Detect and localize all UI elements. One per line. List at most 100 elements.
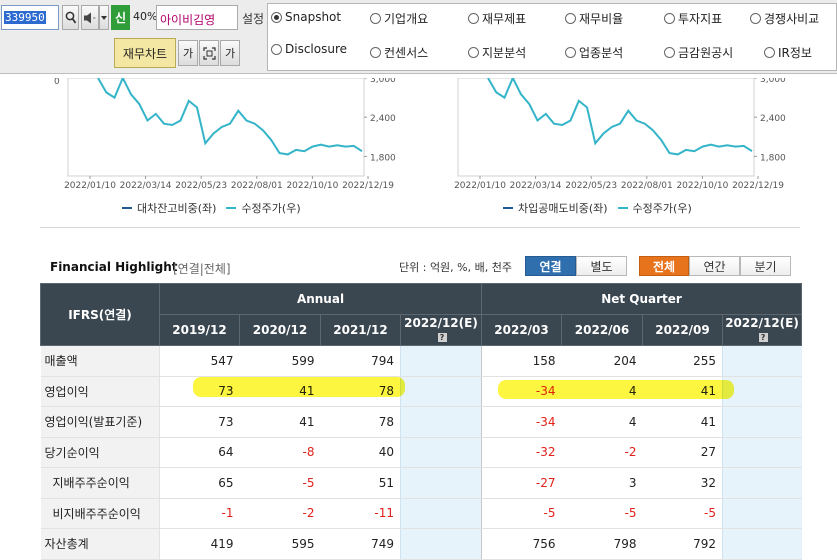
menu-item-financial-ratios[interactable]: 재무비율 [565,10,623,27]
price-series-line [97,78,363,156]
estimate-help-icon[interactable]: ? [437,333,447,342]
y-tick-label: 3,000 [760,78,786,85]
menu-item-investment-indicators[interactable]: 투자지표 [664,10,722,27]
radio-icon [664,47,675,58]
financial-highlight-table: IFRS(연결) Annual Net Quarter 2019/12 2020… [40,283,803,560]
table-row: 영업이익(발표기준) 73 41 78 -34 4 41 [40,406,802,438]
table-cell: -27 [481,467,562,499]
company-name-field[interactable]: 아이비김영 [156,5,238,30]
row-label[interactable]: 지배주주순이익 [40,467,160,499]
column-header[interactable]: 2022/12(E)? [722,314,803,346]
stock-code-input[interactable]: 339950 [1,5,59,30]
radio-icon [750,13,761,24]
search-button[interactable] [62,5,79,30]
table-cell: 158 [481,345,562,377]
radio-icon [370,13,381,24]
menu-label: 투자지표 [678,12,723,26]
column-header: 2022/03 [481,314,563,346]
table-cell: -5 [642,498,723,529]
table-cell [399,345,482,377]
x-tick-label: 2022/10/10 [286,181,338,191]
table-cell: -8 [239,437,321,468]
font-larger-button[interactable]: 가 [178,40,198,66]
table-cell: 32 [642,467,723,499]
table-cell [722,467,802,499]
menu-item-fss-disclosure[interactable]: 금감원공시 [664,44,733,61]
percent-label: 40% [133,10,158,23]
menu-label: 업종분석 [579,46,624,60]
menu-label: 재무제표 [482,12,527,26]
menu-item-ownership-analysis[interactable]: 지분분석 [468,44,526,61]
consolidated-button[interactable]: 연결 [525,256,576,276]
column-header: 2022/06 [561,314,644,346]
settings-link[interactable]: 설정 [242,12,265,26]
marker-highlight-quarter [498,380,734,399]
table-cell: 40 [320,437,401,468]
radio-icon [664,13,675,24]
section-divider [40,227,800,228]
separate-button[interactable]: 별도 [576,256,627,276]
radio-icon [370,47,381,58]
annual-header: Annual [158,283,483,315]
period-quarter-button[interactable]: 분기 [740,256,791,276]
y-tick-label: 1,800 [760,153,786,163]
table-row: 당기순이익 64 -8 40 -32 -2 27 [40,437,802,468]
menu-item-financial-statements[interactable]: 재무제표 [468,10,526,27]
menu-label: Disclosure [285,42,348,56]
sound-button[interactable] [81,5,99,30]
column-header: 2022/09 [642,314,724,346]
column-header[interactable]: 2022/12(E)? [399,314,483,346]
row-label[interactable]: 영업이익(발표기준) [40,406,160,438]
estimate-help-icon[interactable]: ? [758,333,768,342]
menu-item-consensus[interactable]: 컨센서스 [370,44,428,61]
table-cell: -5 [561,498,643,529]
period-annual-button[interactable]: 연간 [689,256,740,276]
font-larger-label: 가 [182,47,194,60]
radio-icon [764,47,775,58]
menu-label: 지분분석 [482,46,527,60]
menu-item-competitor-comparison[interactable]: 경쟁사비교 [750,10,819,27]
financial-chart-button[interactable]: 재무차트 [114,38,176,68]
menu-item-snapshot[interactable]: Snapshot [271,10,341,24]
row-label[interactable]: 비지배주주순이익 [40,498,160,529]
menu-item-company-overview[interactable]: 기업개요 [370,10,428,27]
row-label[interactable]: 매출액 [40,345,160,377]
y-tick-label: 1,800 [370,153,396,163]
dropdown-arrow-icon [101,15,107,20]
font-smaller-button[interactable]: 가 [220,40,240,66]
menu-label: 금감원공시 [678,46,734,60]
menu-label: Snapshot [285,10,342,24]
table-cell [722,437,802,468]
legend-series-2: 수정주가(우) [241,202,301,215]
menu-item-ir-info[interactable]: IR정보 [764,44,812,61]
table-cell: 64 [159,437,240,468]
fit-window-button[interactable] [199,40,219,66]
x-tick-label: 2022/05/23 [175,181,227,191]
y-tick-label: 3,000 [370,78,396,85]
menu-item-industry-analysis[interactable]: 업종분석 [565,44,623,61]
table-cell: 599 [239,345,321,377]
period-all-button[interactable]: 전체 [639,256,689,276]
table-cell: -34 [481,406,562,438]
x-tick-label: 2022/08/01 [231,181,283,191]
radio-icon [271,43,282,55]
table-cell: 3 [561,467,643,499]
table-cell [722,345,802,377]
section-title: Financial Highlight [50,260,178,274]
table-cell: -11 [320,498,401,529]
menu-label: IR정보 [778,46,812,60]
x-tick-label: 2022/12/19 [342,181,394,191]
x-tick-label: 2022/01/10 [64,181,116,191]
menu-item-disclosure[interactable]: Disclosure [271,42,347,56]
sound-dropdown-button[interactable] [99,5,109,30]
table-cell [399,498,482,529]
x-tick-label: 2022/05/23 [565,181,617,191]
row-label[interactable]: 영업이익 [40,376,160,407]
menu-label: 기업개요 [384,12,429,26]
table-cell: 73 [159,406,240,438]
x-tick-label: 2022/03/14 [510,181,562,191]
radio-icon [468,47,479,58]
unit-label: 단위 : 억원, %, 배, 천주 [399,261,512,274]
row-label[interactable]: 당기순이익 [40,437,160,468]
